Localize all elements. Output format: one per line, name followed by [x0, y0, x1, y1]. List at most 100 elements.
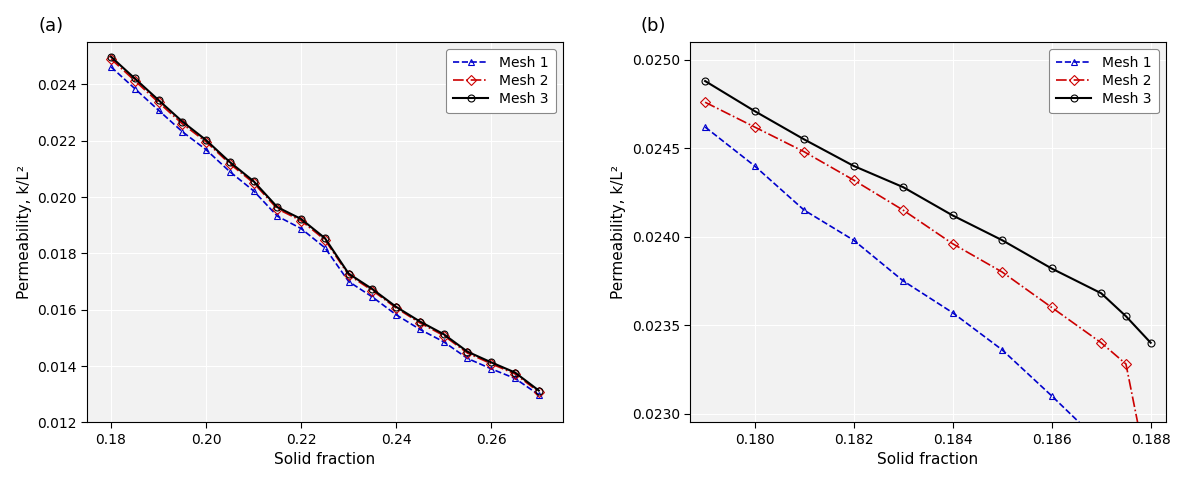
Legend: Mesh 1, Mesh 2, Mesh 3: Mesh 1, Mesh 2, Mesh 3 [1049, 49, 1158, 113]
Line: Mesh 3: Mesh 3 [107, 53, 542, 394]
Mesh 1 [199, 147, 213, 152]
Mesh 3 [199, 137, 213, 143]
Mesh 1 [995, 347, 1009, 353]
Mesh 1 [436, 339, 451, 345]
Mesh 1 [222, 169, 237, 175]
Mesh 3 [389, 304, 403, 310]
Mesh 1 [246, 188, 260, 194]
Mesh 1 [1094, 440, 1108, 446]
Mesh 3 [1144, 340, 1158, 346]
Mesh 3 [222, 159, 237, 165]
Mesh 2 [341, 272, 356, 278]
Mesh 2 [294, 218, 308, 224]
Mesh 1 [945, 310, 960, 316]
Mesh 2 [797, 149, 811, 155]
Mesh 2 [127, 78, 141, 84]
Mesh 2 [508, 371, 522, 377]
Mesh 2 [317, 237, 332, 243]
Mesh 3 [1094, 290, 1108, 296]
Mesh 3 [413, 318, 427, 324]
Mesh 3 [341, 271, 356, 276]
Mesh 3 [127, 76, 141, 81]
Mesh 3 [1045, 266, 1059, 272]
Mesh 3 [847, 163, 861, 169]
X-axis label: Solid fraction: Solid fraction [877, 453, 979, 468]
Mesh 1 [127, 86, 141, 91]
Mesh 3 [460, 349, 474, 355]
Mesh 3 [531, 388, 546, 393]
Mesh 1 [897, 278, 911, 284]
Mesh 3 [698, 78, 712, 84]
Mesh 3 [294, 216, 308, 222]
Mesh 1 [389, 312, 403, 318]
Mesh 2 [151, 100, 165, 106]
Mesh 2 [270, 206, 284, 212]
Mesh 2 [1119, 361, 1133, 367]
Mesh 1 [341, 279, 356, 285]
Mesh 2 [945, 241, 960, 247]
Mesh 3 [797, 136, 811, 142]
Line: Mesh 2: Mesh 2 [702, 99, 1155, 484]
Mesh 1 [413, 327, 427, 333]
Mesh 1 [1119, 464, 1133, 469]
Line: Mesh 1: Mesh 1 [702, 123, 1155, 484]
Mesh 2 [175, 121, 189, 127]
Mesh 3 [103, 54, 118, 60]
Mesh 3 [436, 331, 451, 337]
Mesh 3 [897, 184, 911, 190]
Mesh 1 [847, 237, 861, 243]
Mesh 1 [508, 376, 522, 381]
Mesh 3 [1119, 313, 1133, 319]
Mesh 1 [748, 163, 762, 169]
Mesh 1 [151, 107, 165, 113]
Mesh 2 [847, 177, 861, 183]
Mesh 2 [246, 180, 260, 186]
Line: Mesh 3: Mesh 3 [702, 77, 1155, 346]
Mesh 2 [897, 207, 911, 213]
Mesh 1 [317, 245, 332, 251]
Legend: Mesh 1, Mesh 2, Mesh 3: Mesh 1, Mesh 2, Mesh 3 [446, 49, 555, 113]
Mesh 3 [484, 360, 498, 365]
Mesh 1 [365, 294, 379, 300]
Mesh 2 [436, 333, 451, 338]
X-axis label: Solid fraction: Solid fraction [275, 453, 376, 468]
Mesh 3 [945, 212, 960, 218]
Mesh 3 [175, 119, 189, 124]
Y-axis label: Permeability, k/L²: Permeability, k/L² [17, 165, 32, 299]
Mesh 1 [294, 226, 308, 231]
Mesh 3 [995, 237, 1009, 243]
Mesh 2 [531, 389, 546, 395]
Text: (b): (b) [641, 16, 667, 34]
Mesh 2 [199, 139, 213, 145]
Mesh 3 [246, 179, 260, 184]
Mesh 2 [698, 99, 712, 105]
Mesh 1 [797, 207, 811, 213]
Mesh 3 [317, 235, 332, 241]
Mesh 2 [484, 361, 498, 367]
Mesh 1 [1045, 393, 1059, 399]
Mesh 2 [1045, 304, 1059, 310]
Mesh 2 [389, 305, 403, 311]
Line: Mesh 2: Mesh 2 [107, 56, 542, 395]
Mesh 1 [175, 129, 189, 135]
Mesh 2 [995, 269, 1009, 275]
Text: (a): (a) [38, 16, 63, 34]
Mesh 1 [460, 356, 474, 362]
Mesh 1 [270, 213, 284, 219]
Mesh 2 [222, 161, 237, 166]
Mesh 3 [151, 97, 165, 103]
Mesh 2 [365, 287, 379, 293]
Y-axis label: Permeability, k/L²: Permeability, k/L² [611, 165, 627, 299]
Mesh 3 [748, 108, 762, 114]
Mesh 1 [484, 366, 498, 372]
Mesh 2 [748, 124, 762, 130]
Mesh 3 [508, 370, 522, 376]
Mesh 1 [103, 64, 118, 70]
Mesh 1 [531, 392, 546, 398]
Mesh 3 [270, 204, 284, 210]
Line: Mesh 1: Mesh 1 [107, 63, 542, 398]
Mesh 2 [460, 350, 474, 356]
Mesh 3 [365, 286, 379, 292]
Mesh 2 [413, 320, 427, 326]
Mesh 2 [103, 56, 118, 62]
